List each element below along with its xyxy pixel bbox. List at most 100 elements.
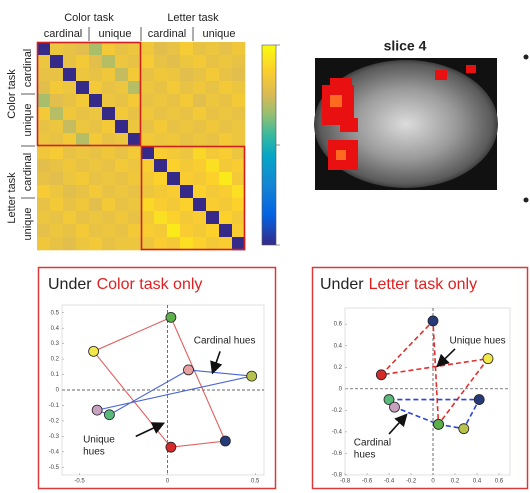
heatmap-cell [115, 94, 128, 107]
heatmap-cell [128, 94, 141, 107]
heatmap-cell [115, 211, 128, 224]
heatmap-cell [193, 172, 206, 185]
y-tick-label: 0.3 [51, 341, 60, 347]
heatmap-cell [193, 81, 206, 94]
hue-point [92, 405, 102, 415]
heatmap-cell [219, 224, 232, 237]
heatmap-cell [167, 172, 180, 185]
panel-frame [39, 268, 276, 489]
heatmap-cell [154, 133, 167, 146]
heatmap-cell [89, 94, 102, 107]
heatmap-cell [128, 224, 141, 237]
heatmap-cell [232, 120, 245, 133]
subgroup-label: unique [202, 28, 235, 40]
heatmap-cell [115, 55, 128, 68]
group-label: Letter task [6, 172, 18, 224]
title-prefix: Under [320, 276, 364, 293]
heatmap-cell [206, 198, 219, 211]
title-highlight: Color task only [97, 276, 203, 293]
heatmap-cell [37, 94, 50, 107]
y-tick-label: -0.1 [49, 403, 60, 409]
heatmap-cell [180, 94, 193, 107]
heatmap-cell [167, 185, 180, 198]
heatmap-cell [232, 198, 245, 211]
heatmap-cell [102, 185, 115, 198]
y-tick-label: 0.6 [334, 322, 343, 328]
heatmap-cell [180, 172, 193, 185]
heatmap-cell [89, 198, 102, 211]
heatmap-cell [193, 185, 206, 198]
heatmap-cell [37, 224, 50, 237]
y-tick-label: 0.4 [51, 326, 60, 332]
annotation: Uniquehues [83, 434, 115, 457]
heatmap-cell [102, 146, 115, 159]
heatmap-cell [180, 185, 193, 198]
heatmap-cell [63, 237, 76, 250]
heatmap-cell [219, 55, 232, 68]
heatmap-cell [37, 107, 50, 120]
heatmap-cell [37, 146, 50, 159]
annotation-line: hues [354, 449, 376, 460]
heatmap-cell [141, 94, 154, 107]
heatmap-cell [37, 172, 50, 185]
y-tick-label: 0.4 [334, 343, 343, 349]
hue-point [89, 346, 99, 356]
hue-point [390, 402, 400, 412]
heatmap-cell [128, 55, 141, 68]
heatmap-cell [206, 120, 219, 133]
heatmap-cell [154, 55, 167, 68]
heatmap-cell [141, 237, 154, 250]
heatmap-cell [128, 146, 141, 159]
heatmap-cell [128, 172, 141, 185]
heatmap-cell [37, 198, 50, 211]
heatmap-cell [141, 68, 154, 81]
heatmap-cell [219, 185, 232, 198]
heatmap-cell [76, 68, 89, 81]
heatmap-cell [50, 211, 63, 224]
heatmap-cell [180, 237, 193, 250]
heatmap-cell [219, 133, 232, 146]
heatmap-cell [154, 42, 167, 55]
heatmap-cell [63, 94, 76, 107]
heatmap-cell [141, 120, 154, 133]
heatmap-cell [115, 107, 128, 120]
heatmap-cell [232, 55, 245, 68]
heatmap-cell [232, 42, 245, 55]
annotation: Unique hues [450, 335, 506, 346]
heatmap-cell [232, 81, 245, 94]
heatmap-cell [141, 211, 154, 224]
heatmap-cell [193, 42, 206, 55]
heatmap-cell [167, 42, 180, 55]
heatmap-cell [50, 172, 63, 185]
heatmap-cell [232, 68, 245, 81]
hue-point [376, 370, 386, 380]
heatmap-cell [193, 159, 206, 172]
heatmap-cell [219, 237, 232, 250]
annotation-line: Cardinal hues [194, 335, 256, 346]
heatmap-cell [232, 185, 245, 198]
heatmap-cell [193, 68, 206, 81]
heatmap-cell [180, 198, 193, 211]
heatmap-cell [167, 159, 180, 172]
heatmap-cell [206, 185, 219, 198]
heatmap-cell [89, 55, 102, 68]
y-tick-label: 0 [56, 388, 60, 394]
group-label: Color task [6, 69, 18, 119]
heatmap-cell [128, 185, 141, 198]
hue-point [183, 365, 193, 375]
heatmap-cell [102, 159, 115, 172]
heatmap-cell [141, 198, 154, 211]
heatmap-cell [193, 133, 206, 146]
hue-point [434, 419, 444, 429]
heatmap-cell [63, 211, 76, 224]
heatmap-cell [128, 211, 141, 224]
heatmap-cell [180, 42, 193, 55]
heatmap-cell [89, 120, 102, 133]
heatmap-cell [76, 81, 89, 94]
heatmap-cell [154, 146, 167, 159]
y-tick-label: -0.2 [49, 418, 60, 424]
heatmap-cell [167, 68, 180, 81]
heatmap-cell [76, 120, 89, 133]
y-tick-label: -0.6 [332, 451, 343, 457]
heatmap-cell [193, 94, 206, 107]
